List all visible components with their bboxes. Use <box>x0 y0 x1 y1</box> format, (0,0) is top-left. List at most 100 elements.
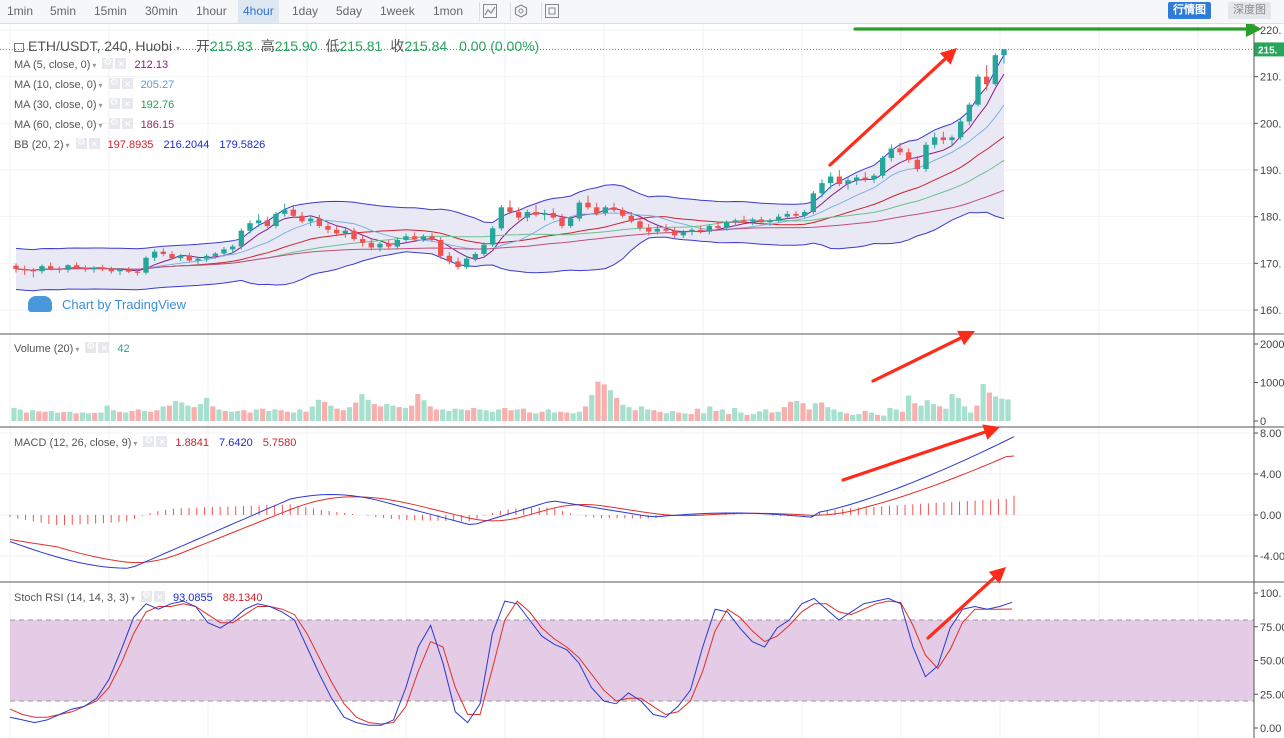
macd-tick-label: -4.00 <box>1260 551 1284 563</box>
chevron-down-icon[interactable]: ▾ <box>65 141 70 150</box>
chart-canvas[interactable]: 215. 160. 170. 180. 190. 200. 210. 220. 0 1000 200… <box>0 24 1284 738</box>
legend-value: 7.6420 <box>219 437 253 449</box>
chevron-down-icon[interactable]: ▾ <box>98 121 103 130</box>
timeframe-1min[interactable]: 1min <box>7 4 34 18</box>
volume-bar <box>961 406 968 421</box>
candle-body <box>151 251 158 258</box>
volume-bar <box>725 414 732 421</box>
candle-body <box>940 137 947 141</box>
volume-bar <box>309 406 315 421</box>
volume-bar <box>23 412 30 421</box>
candle-body <box>429 236 435 240</box>
volume-bar <box>744 414 750 421</box>
volume-bar <box>906 395 912 421</box>
volume-bar <box>502 407 508 421</box>
volume-bar <box>67 411 73 421</box>
volume-bar <box>589 394 595 421</box>
volume-bar <box>837 411 843 421</box>
close-icon[interactable] <box>121 97 133 111</box>
gear-icon[interactable] <box>108 116 120 130</box>
candle-body <box>264 220 271 226</box>
timeframe-30min[interactable]: 30min <box>145 4 178 18</box>
candle-body <box>229 246 236 250</box>
candle-body <box>680 231 687 236</box>
candle-body <box>732 220 739 223</box>
close-icon[interactable] <box>153 590 165 604</box>
settings-hex-icon[interactable] <box>510 2 530 21</box>
volume-bar <box>235 410 241 421</box>
volume-bar <box>371 404 377 421</box>
legend-name: MA (10, close, 0) <box>14 79 97 91</box>
candle-body <box>394 240 401 247</box>
legend-value: 197.8935 <box>107 139 154 151</box>
stoch-tick-label: 100. <box>1260 588 1281 600</box>
gear-icon[interactable] <box>140 589 152 603</box>
close-icon[interactable] <box>115 57 127 71</box>
legend-stoch: Stoch RSI (14, 14, 3, 3)▾ 93.0855 88.1340 <box>14 589 263 605</box>
candle-body <box>567 218 574 226</box>
volume-bar <box>284 411 290 421</box>
chevron-down-icon[interactable]: ▾ <box>133 439 138 448</box>
volume-bar <box>912 403 918 421</box>
volume-bar <box>135 409 141 421</box>
volume-bar <box>42 411 48 421</box>
tradingview-watermark[interactable]: Chart by TradingView <box>28 296 186 312</box>
candle-body <box>73 265 80 268</box>
ohlc-label: 收 <box>390 38 405 54</box>
candle-body <box>39 266 45 272</box>
volume-bar <box>874 414 881 421</box>
gear-icon[interactable] <box>143 434 155 448</box>
candle-body <box>602 207 609 213</box>
volume-bar <box>303 411 309 421</box>
red-arrow-volume-head <box>957 330 975 346</box>
timeframe-5min[interactable]: 5min <box>50 4 77 18</box>
timeframe-4hour[interactable]: 4hour <box>238 0 279 23</box>
chevron-down-icon[interactable]: ▾ <box>98 101 103 110</box>
candle-body <box>489 228 496 245</box>
candle-body <box>212 253 219 256</box>
gear-icon[interactable] <box>108 96 120 110</box>
candle-body <box>550 212 557 218</box>
volume-bar <box>527 412 533 421</box>
close-icon[interactable] <box>156 435 168 449</box>
volume-bar <box>576 411 582 421</box>
timeframe-15min[interactable]: 15min <box>94 4 127 18</box>
timeframe-1mon[interactable]: 1mon <box>433 4 464 18</box>
chevron-down-icon[interactable]: ▾ <box>92 61 97 70</box>
close-icon[interactable] <box>121 117 133 131</box>
candle-body <box>723 222 730 228</box>
symbol-dropdown-icon[interactable]: ▾ <box>175 44 180 53</box>
ohlc-value: 215.81 <box>339 38 383 54</box>
candle-body <box>879 157 886 176</box>
gear-icon[interactable] <box>85 340 97 354</box>
close-icon[interactable] <box>98 341 110 355</box>
close-icon[interactable] <box>121 77 133 91</box>
volume-bar <box>73 413 79 421</box>
candle-body <box>160 251 167 254</box>
volume-bar <box>166 405 172 421</box>
gear-icon[interactable] <box>108 76 120 90</box>
candle-body <box>931 137 938 145</box>
legend-macd: MACD (12, 26, close, 9)▾ 1.8841 7.6420 5.75… <box>14 434 296 450</box>
candle-body <box>221 249 227 254</box>
chevron-down-icon[interactable]: ▾ <box>98 81 103 90</box>
volume-bar <box>346 407 353 421</box>
candle-body <box>455 261 461 268</box>
line-chart-icon[interactable] <box>479 2 499 21</box>
gear-icon[interactable] <box>75 136 87 150</box>
candle-body <box>845 180 851 184</box>
volume-bar <box>862 410 868 421</box>
depth-chart-button[interactable]: 深度图 <box>1228 2 1271 19</box>
volume-bar <box>365 399 371 421</box>
line-chart-button[interactable]: 行情图 <box>1168 2 1211 19</box>
chevron-down-icon[interactable]: ▾ <box>130 594 135 603</box>
timeframe-5day[interactable]: 5day <box>336 4 363 18</box>
gear-icon[interactable] <box>102 56 114 70</box>
timeframe-1hour[interactable]: 1hour <box>196 4 227 18</box>
chevron-down-icon[interactable]: ▾ <box>75 345 80 354</box>
close-icon[interactable] <box>88 137 100 151</box>
timeframe-1week[interactable]: 1week <box>380 4 415 18</box>
fullscreen-icon[interactable] <box>541 2 561 21</box>
candle-body <box>775 216 782 221</box>
timeframe-1day[interactable]: 1day <box>292 4 319 18</box>
